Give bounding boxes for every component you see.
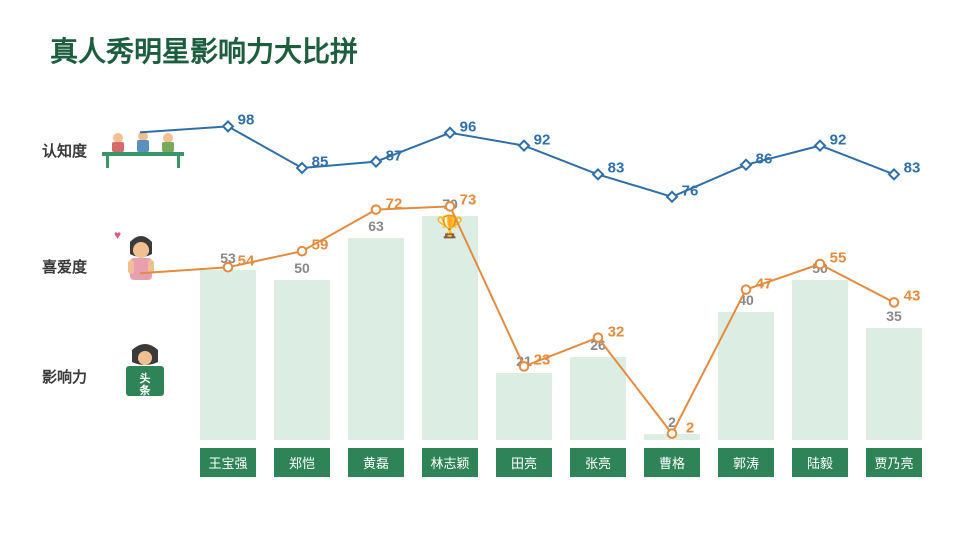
bar	[866, 328, 922, 440]
person-hide-icon: ♥	[120, 230, 162, 285]
bar-value: 50	[294, 260, 310, 276]
bar	[348, 238, 404, 440]
favor-value: 59	[312, 237, 329, 254]
favor-value: 2	[686, 419, 694, 436]
x-axis-label: 王宝强	[200, 448, 256, 477]
awareness-value: 83	[608, 160, 625, 177]
bar	[792, 280, 848, 440]
x-axis-label: 林志颖	[422, 448, 478, 477]
awareness-value: 76	[682, 182, 699, 199]
bar	[422, 216, 478, 440]
awareness-value: 98	[238, 112, 255, 129]
svg-text:条: 条	[139, 383, 152, 397]
awareness-value: 86	[756, 150, 773, 167]
bar-value: 35	[886, 308, 902, 324]
bar	[200, 270, 256, 440]
bar-value: 63	[368, 218, 384, 234]
person-read-icon: 头 条	[120, 340, 170, 400]
bar-value: 21	[516, 353, 532, 369]
bar	[570, 357, 626, 440]
x-axis-label: 黄磊	[348, 448, 404, 477]
favor-value: 54	[238, 253, 255, 270]
awareness-value: 96	[460, 118, 477, 135]
page-title: 真人秀明星影响力大比拼	[50, 30, 358, 70]
bar	[718, 312, 774, 440]
x-axis-label: 郑恺	[274, 448, 330, 477]
bar-value: 26	[590, 337, 606, 353]
trophy-icon: 🏆	[436, 214, 463, 240]
y-label-favor: 喜爱度	[42, 256, 87, 277]
x-axis-label: 郭涛	[718, 448, 774, 477]
awareness-value: 87	[386, 147, 403, 164]
x-axis-label: 陆毅	[792, 448, 848, 477]
bar-value: 53	[220, 250, 236, 266]
favor-value: 23	[534, 352, 551, 369]
awareness-value: 85	[312, 154, 329, 171]
y-label-influence: 影响力	[42, 366, 87, 387]
awareness-value: 83	[904, 160, 921, 177]
y-label-awareness: 认知度	[42, 140, 87, 161]
chart-plot-area: 53王宝强50郑恺63黄磊70林志颖21田亮26张亮2曹格40郭涛50陆毅35贾…	[200, 120, 940, 440]
bar-value: 50	[812, 260, 828, 276]
x-axis-label: 贾乃亮	[866, 448, 922, 477]
bar-value: 2	[668, 414, 676, 430]
bar-value: 40	[738, 292, 754, 308]
favor-value: 43	[904, 288, 921, 305]
bar	[274, 280, 330, 440]
svg-text:头: 头	[140, 371, 151, 385]
favor-value: 47	[756, 275, 773, 292]
favor-value: 73	[460, 192, 477, 209]
favor-value: 72	[386, 195, 403, 212]
awareness-value: 92	[534, 131, 551, 148]
bar-value: 70	[442, 196, 458, 212]
awareness-value: 92	[830, 131, 847, 148]
favor-value: 55	[830, 250, 847, 267]
x-axis-label: 曹格	[644, 448, 700, 477]
x-axis-label: 张亮	[570, 448, 626, 477]
bar	[496, 373, 552, 440]
people-table-icon	[98, 128, 188, 170]
favor-value: 32	[608, 323, 625, 340]
x-axis-label: 田亮	[496, 448, 552, 477]
